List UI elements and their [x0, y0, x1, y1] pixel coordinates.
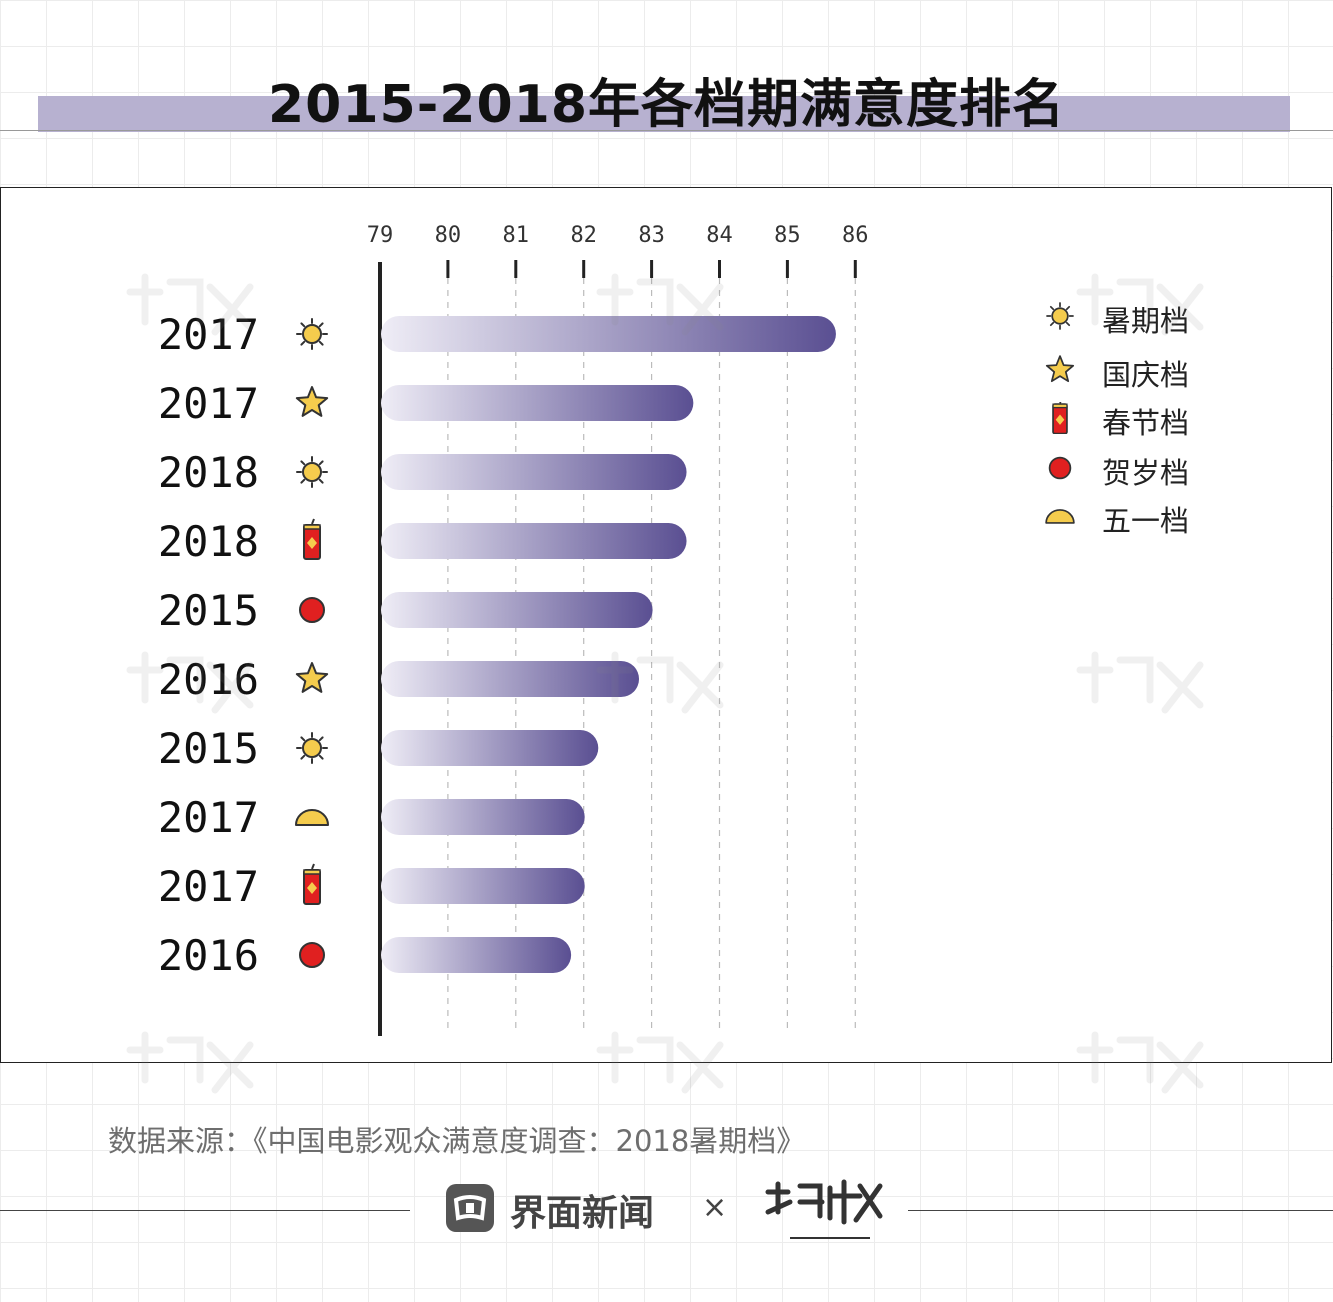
watermark-icon [1076, 651, 1204, 714]
red-circle-icon [299, 942, 325, 968]
watermark-icon [126, 273, 254, 336]
year-label: 2017 [158, 310, 259, 359]
half-dome-icon [295, 809, 329, 826]
tick-label: 79 [367, 223, 394, 248]
times-separator: × [702, 1190, 728, 1225]
year-label: 2017 [158, 862, 259, 911]
bar [381, 523, 687, 559]
legend-item: 暑期档 [1040, 296, 1240, 338]
chart-title: 2015-2018年各档期满意度排名 [267, 75, 1066, 135]
legend-item: 五一档 [1040, 496, 1240, 538]
title-rule [0, 130, 1333, 131]
bar [381, 799, 585, 835]
year-label: 2018 [158, 448, 259, 497]
firecracker-icon [303, 518, 321, 560]
tick-label: 82 [570, 223, 597, 248]
year-label: 2017 [158, 793, 259, 842]
firecracker-icon [303, 863, 321, 905]
watermark-icon [126, 651, 254, 714]
sun-icon [296, 732, 328, 764]
tick-label: 81 [503, 223, 530, 248]
legend-item: 春节档 [1040, 398, 1240, 440]
bar [381, 592, 653, 628]
data-source: 数据来源：《中国电影观众满意度调查：2018暑期档》 [108, 1124, 806, 1158]
year-label: 2015 [158, 724, 259, 773]
brand-name: 界面新闻 [510, 1193, 655, 1234]
footer-rule-right [908, 1210, 1333, 1211]
red-circle-icon [299, 597, 325, 623]
sun-icon [296, 456, 328, 488]
legend-label: 贺岁档 [1102, 456, 1190, 490]
star-icon [295, 386, 329, 417]
watermark-icon [596, 651, 724, 714]
legend-item: 贺岁档 [1040, 448, 1240, 490]
bar [381, 661, 640, 697]
sun-icon [296, 318, 328, 350]
sun-icon [1046, 302, 1074, 330]
watermark-icon [1076, 273, 1204, 336]
watermark-icon [596, 273, 724, 336]
tick-label: 80 [435, 223, 462, 248]
legend-label: 春节档 [1102, 406, 1190, 440]
year-label: 2016 [158, 931, 259, 980]
chart-panel: 79 80 81 82 83 84 85 86 2017 2017 2018 2018 2015 2016… [0, 187, 1332, 1063]
watermark-icon [126, 1031, 254, 1094]
legend-item: 国庆档 [1040, 350, 1240, 392]
bar [381, 730, 599, 766]
legend-label: 暑期档 [1102, 304, 1190, 338]
tick-label: 86 [842, 223, 869, 248]
year-label: 2018 [158, 517, 259, 566]
title-band [38, 96, 1290, 132]
year-label: 2015 [158, 586, 259, 635]
tick-label: 85 [774, 223, 801, 248]
bar-chart: 79 80 81 82 83 84 85 86 2017 2017 2018 2018 2015 2016… [158, 223, 869, 1036]
bar [381, 385, 694, 421]
star-icon [295, 662, 329, 693]
firecracker-icon [1052, 402, 1068, 434]
datawire-logo-icon [765, 1179, 883, 1239]
red-circle-icon [1048, 456, 1072, 480]
star-icon [1045, 355, 1075, 383]
year-label: 2016 [158, 655, 259, 704]
bar [381, 937, 572, 973]
tick-label: 83 [638, 223, 665, 248]
legend-label: 五一档 [1102, 504, 1190, 538]
footer-rule-left [0, 1210, 410, 1211]
year-label: 2017 [158, 379, 259, 428]
bar [381, 868, 585, 904]
jiemian-logo-icon [446, 1184, 494, 1232]
watermark-icon [596, 1031, 724, 1094]
watermark-icon [1076, 1031, 1204, 1094]
tick-label: 84 [706, 223, 733, 248]
bar [381, 454, 687, 490]
legend-label: 国庆档 [1102, 358, 1190, 392]
bar [381, 316, 836, 352]
half-dome-icon [1045, 509, 1075, 524]
